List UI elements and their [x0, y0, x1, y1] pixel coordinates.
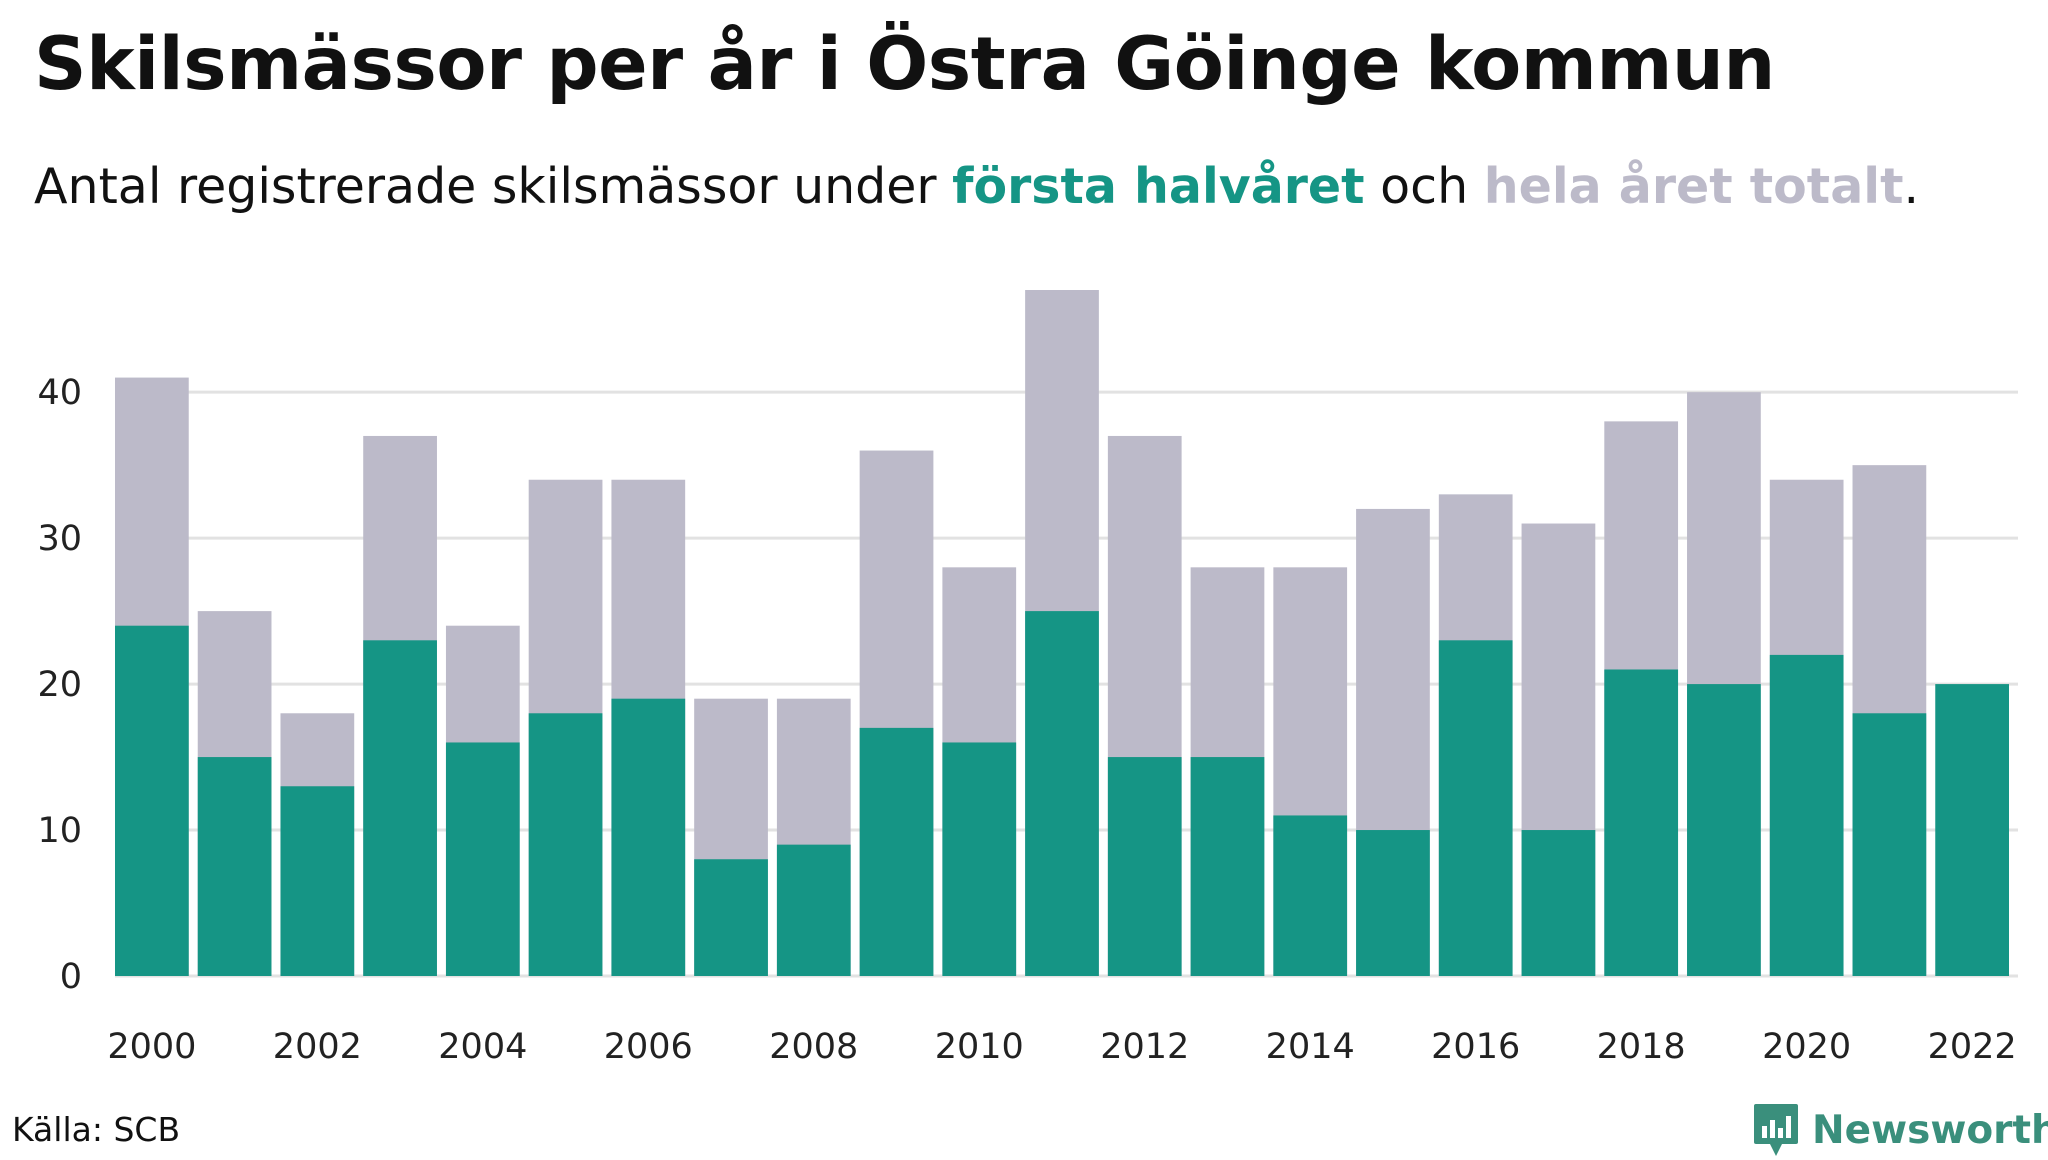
brand-logo: Newsworthy	[1752, 1100, 2048, 1160]
chart-subtitle: Antal registrerade skilsmässor under för…	[34, 158, 1919, 215]
x-tick-label: 2020	[1762, 1027, 1851, 1067]
bar-first-half-2007	[694, 859, 768, 976]
x-tick-label: 2006	[604, 1027, 693, 1067]
bar-first-half-2008	[776, 844, 851, 976]
bar-first-half-2020	[1769, 654, 1844, 976]
subtitle-suffix: .	[1903, 158, 1920, 215]
x-tick-label: 2002	[273, 1027, 362, 1067]
x-tick-label: 2000	[107, 1027, 196, 1067]
bar-first-half-2006	[611, 698, 686, 976]
bar-first-half-2002	[280, 786, 355, 976]
bar-first-half-2011	[1025, 611, 1099, 976]
y-tick-label: 40	[37, 373, 82, 413]
bar-first-half-2010	[942, 742, 1017, 976]
y-tick-label: 0	[60, 957, 82, 997]
bar-first-half-2017	[1521, 830, 1596, 976]
y-tick-label: 30	[37, 519, 82, 559]
y-tick-label: 20	[37, 665, 82, 705]
y-tick-label: 10	[37, 811, 82, 851]
newsworthy-icon	[1754, 1104, 1798, 1156]
x-tick-label: 2016	[1431, 1027, 1520, 1067]
source-label: Källa: SCB	[12, 1110, 181, 1149]
x-tick-label: 2010	[935, 1027, 1024, 1067]
bar-first-half-2018	[1604, 669, 1679, 976]
x-tick-label: 2012	[1100, 1027, 1189, 1067]
bar-first-half-2015	[1356, 830, 1430, 976]
bar-first-half-2000	[115, 625, 189, 976]
bar-chart: 0 10 20 30 40 2000 2002 2004 2006 2008 2010 2012 201…	[37, 290, 2018, 1067]
legend-full-year: hela året totalt	[1483, 158, 1904, 215]
bar-first-half-2001	[197, 757, 272, 976]
bar-first-half-2012	[1107, 757, 1182, 976]
subtitle-middle: och	[1364, 158, 1484, 215]
bar-first-half-2005	[528, 713, 603, 976]
bar-first-half-2003	[363, 640, 437, 976]
bar-first-half-2019	[1687, 684, 1761, 976]
bar-first-half-2014	[1273, 815, 1348, 976]
x-tick-label: 2018	[1597, 1027, 1686, 1067]
chart-title: Skilsmässor per år i Östra Göinge kommun	[34, 22, 1775, 107]
bar-first-half-2004	[445, 742, 520, 976]
x-tick-label: 2004	[438, 1027, 527, 1067]
bar-first-half-2022	[1935, 684, 2009, 976]
bar-first-half-2013	[1190, 757, 1265, 976]
bar-first-half-2009	[859, 727, 934, 976]
x-tick-label: 2014	[1266, 1027, 1355, 1067]
bar-first-half-2016	[1438, 640, 1513, 976]
legend-first-half: första halvåret	[952, 158, 1365, 215]
x-tick-label: 2008	[769, 1027, 858, 1067]
brand-name: Newsworthy	[1812, 1107, 2048, 1153]
x-tick-label: 2022	[1928, 1027, 2017, 1067]
bar-first-half-2021	[1852, 713, 1927, 976]
subtitle-prefix: Antal registrerade skilsmässor under	[34, 158, 953, 215]
